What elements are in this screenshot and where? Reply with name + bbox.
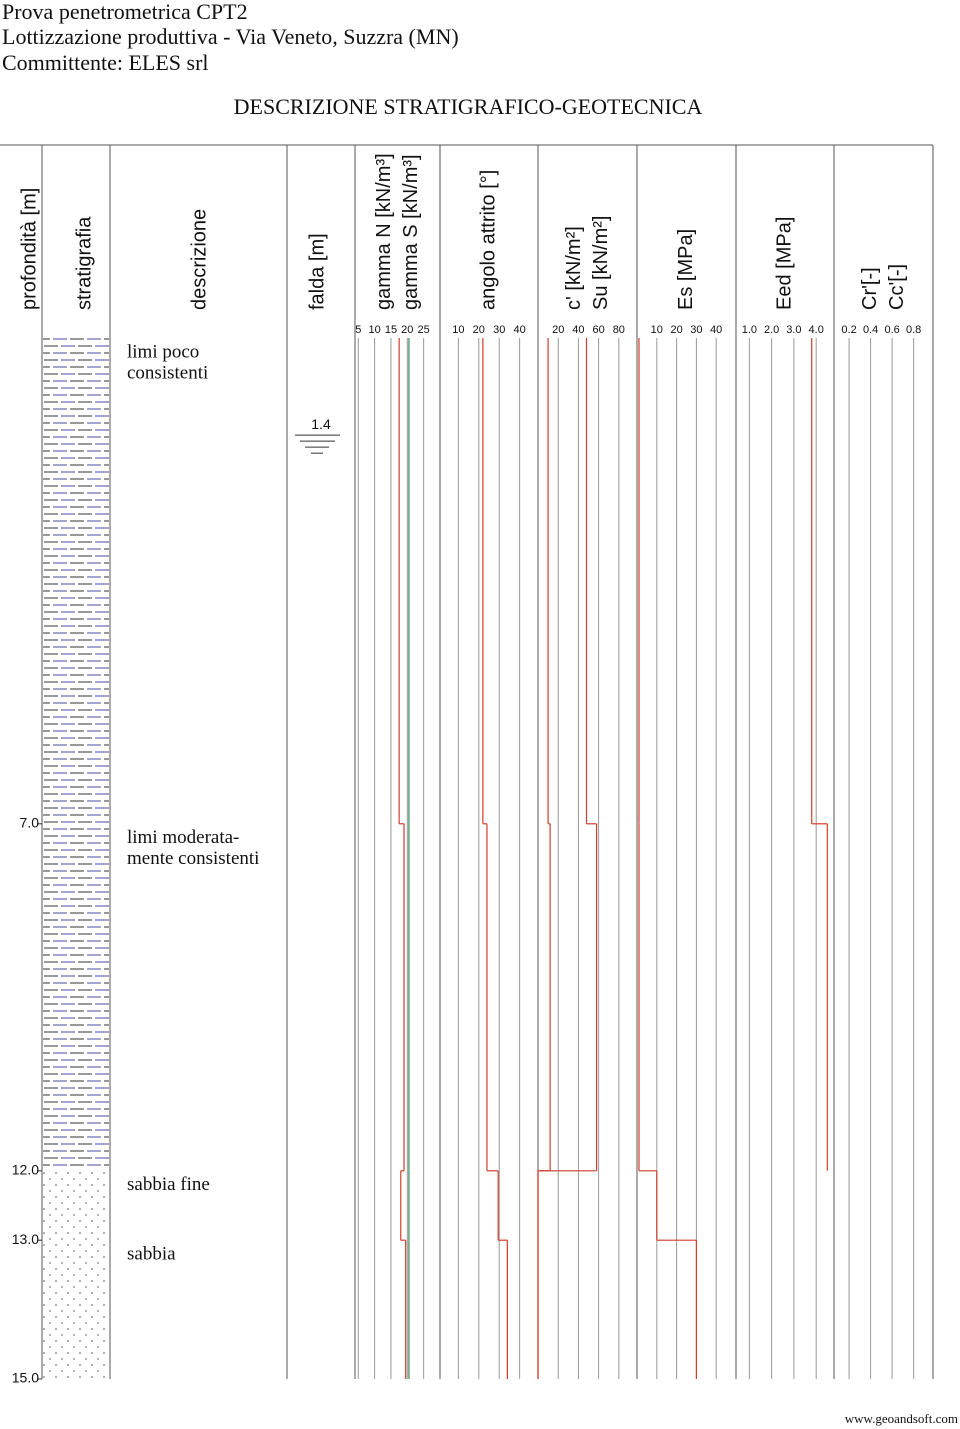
layer-description: limi poco xyxy=(127,341,199,362)
column-header: c' [kN/m²] xyxy=(563,226,585,310)
layer-description: sabbia fine xyxy=(127,1174,210,1195)
tick-label: 40 xyxy=(514,324,526,336)
tick-label: 0.8 xyxy=(906,324,921,336)
footer: www.geoandsoft.com xyxy=(845,1411,958,1426)
tick-label: 10 xyxy=(651,324,663,336)
tick-label: 30 xyxy=(493,324,505,336)
stratigraphy-fill xyxy=(43,1240,109,1379)
depth-label: 12.0 xyxy=(12,1162,39,1178)
column-header: falda [m] xyxy=(306,233,328,310)
stratigraphy-fill xyxy=(43,338,109,824)
stratigraphy-fill xyxy=(43,1170,109,1241)
header-line: Lottizzazione produttiva - Via Veneto, S… xyxy=(2,24,459,49)
depth-label: 7.0 xyxy=(20,815,40,831)
tick-label: 10 xyxy=(452,324,464,336)
column-header: Eed [MPa] xyxy=(773,217,795,310)
column-header: Cr'[-] xyxy=(859,267,881,310)
tick-label: 1.0 xyxy=(742,324,757,336)
header-line: Committente: ELES srl xyxy=(2,50,209,75)
column-header: gamma S [kN/m³] xyxy=(400,154,422,310)
tick-label: 0.2 xyxy=(841,324,856,336)
tick-label: 40 xyxy=(710,324,722,336)
column-header: descrizione xyxy=(188,209,210,310)
layer-description: sabbia xyxy=(127,1244,176,1265)
tick-label: 40 xyxy=(572,324,584,336)
tick-label: 5 xyxy=(355,324,361,336)
water-label: 1.4 xyxy=(311,416,331,432)
column-header: Su [kN/m²] xyxy=(590,216,612,310)
layer-description: consistenti xyxy=(127,362,208,383)
tick-label: 20 xyxy=(401,324,413,336)
stratigraphy-fill xyxy=(43,823,109,1171)
title: DESCRIZIONE STRATIGRAFICO-GEOTECNICA xyxy=(234,94,703,119)
tick-label: 30 xyxy=(690,324,702,336)
depth-label: 15.0 xyxy=(12,1370,39,1386)
tick-label: 60 xyxy=(592,324,604,336)
tick-label: 20 xyxy=(473,324,485,336)
tick-label: 0.6 xyxy=(884,324,899,336)
tick-label: 25 xyxy=(418,324,430,336)
column-header: Es [MPa] xyxy=(675,229,697,310)
header-line: Prova penetrometrica CPT2 xyxy=(2,0,248,24)
column-header: gamma N [kN/m³] xyxy=(373,153,395,310)
column-header: stratigrafia xyxy=(73,216,95,310)
column-header: Cc'[-] xyxy=(886,264,908,310)
column-header: profondità [m] xyxy=(18,188,40,310)
tick-label: 20 xyxy=(670,324,682,336)
tick-label: 3.0 xyxy=(786,324,801,336)
column-header: angolo attrito [°] xyxy=(477,170,499,310)
tick-label: 15 xyxy=(385,324,397,336)
depth-label: 13.0 xyxy=(12,1231,39,1247)
tick-label: 10 xyxy=(368,324,380,336)
tick-label: 4.0 xyxy=(809,324,824,336)
layer-description: mente consistenti xyxy=(127,848,259,869)
tick-label: 2.0 xyxy=(764,324,779,336)
tick-label: 80 xyxy=(613,324,625,336)
layer-description: limi moderata- xyxy=(127,827,239,848)
tick-label: 0.4 xyxy=(863,324,878,336)
tick-label: 20 xyxy=(552,324,564,336)
